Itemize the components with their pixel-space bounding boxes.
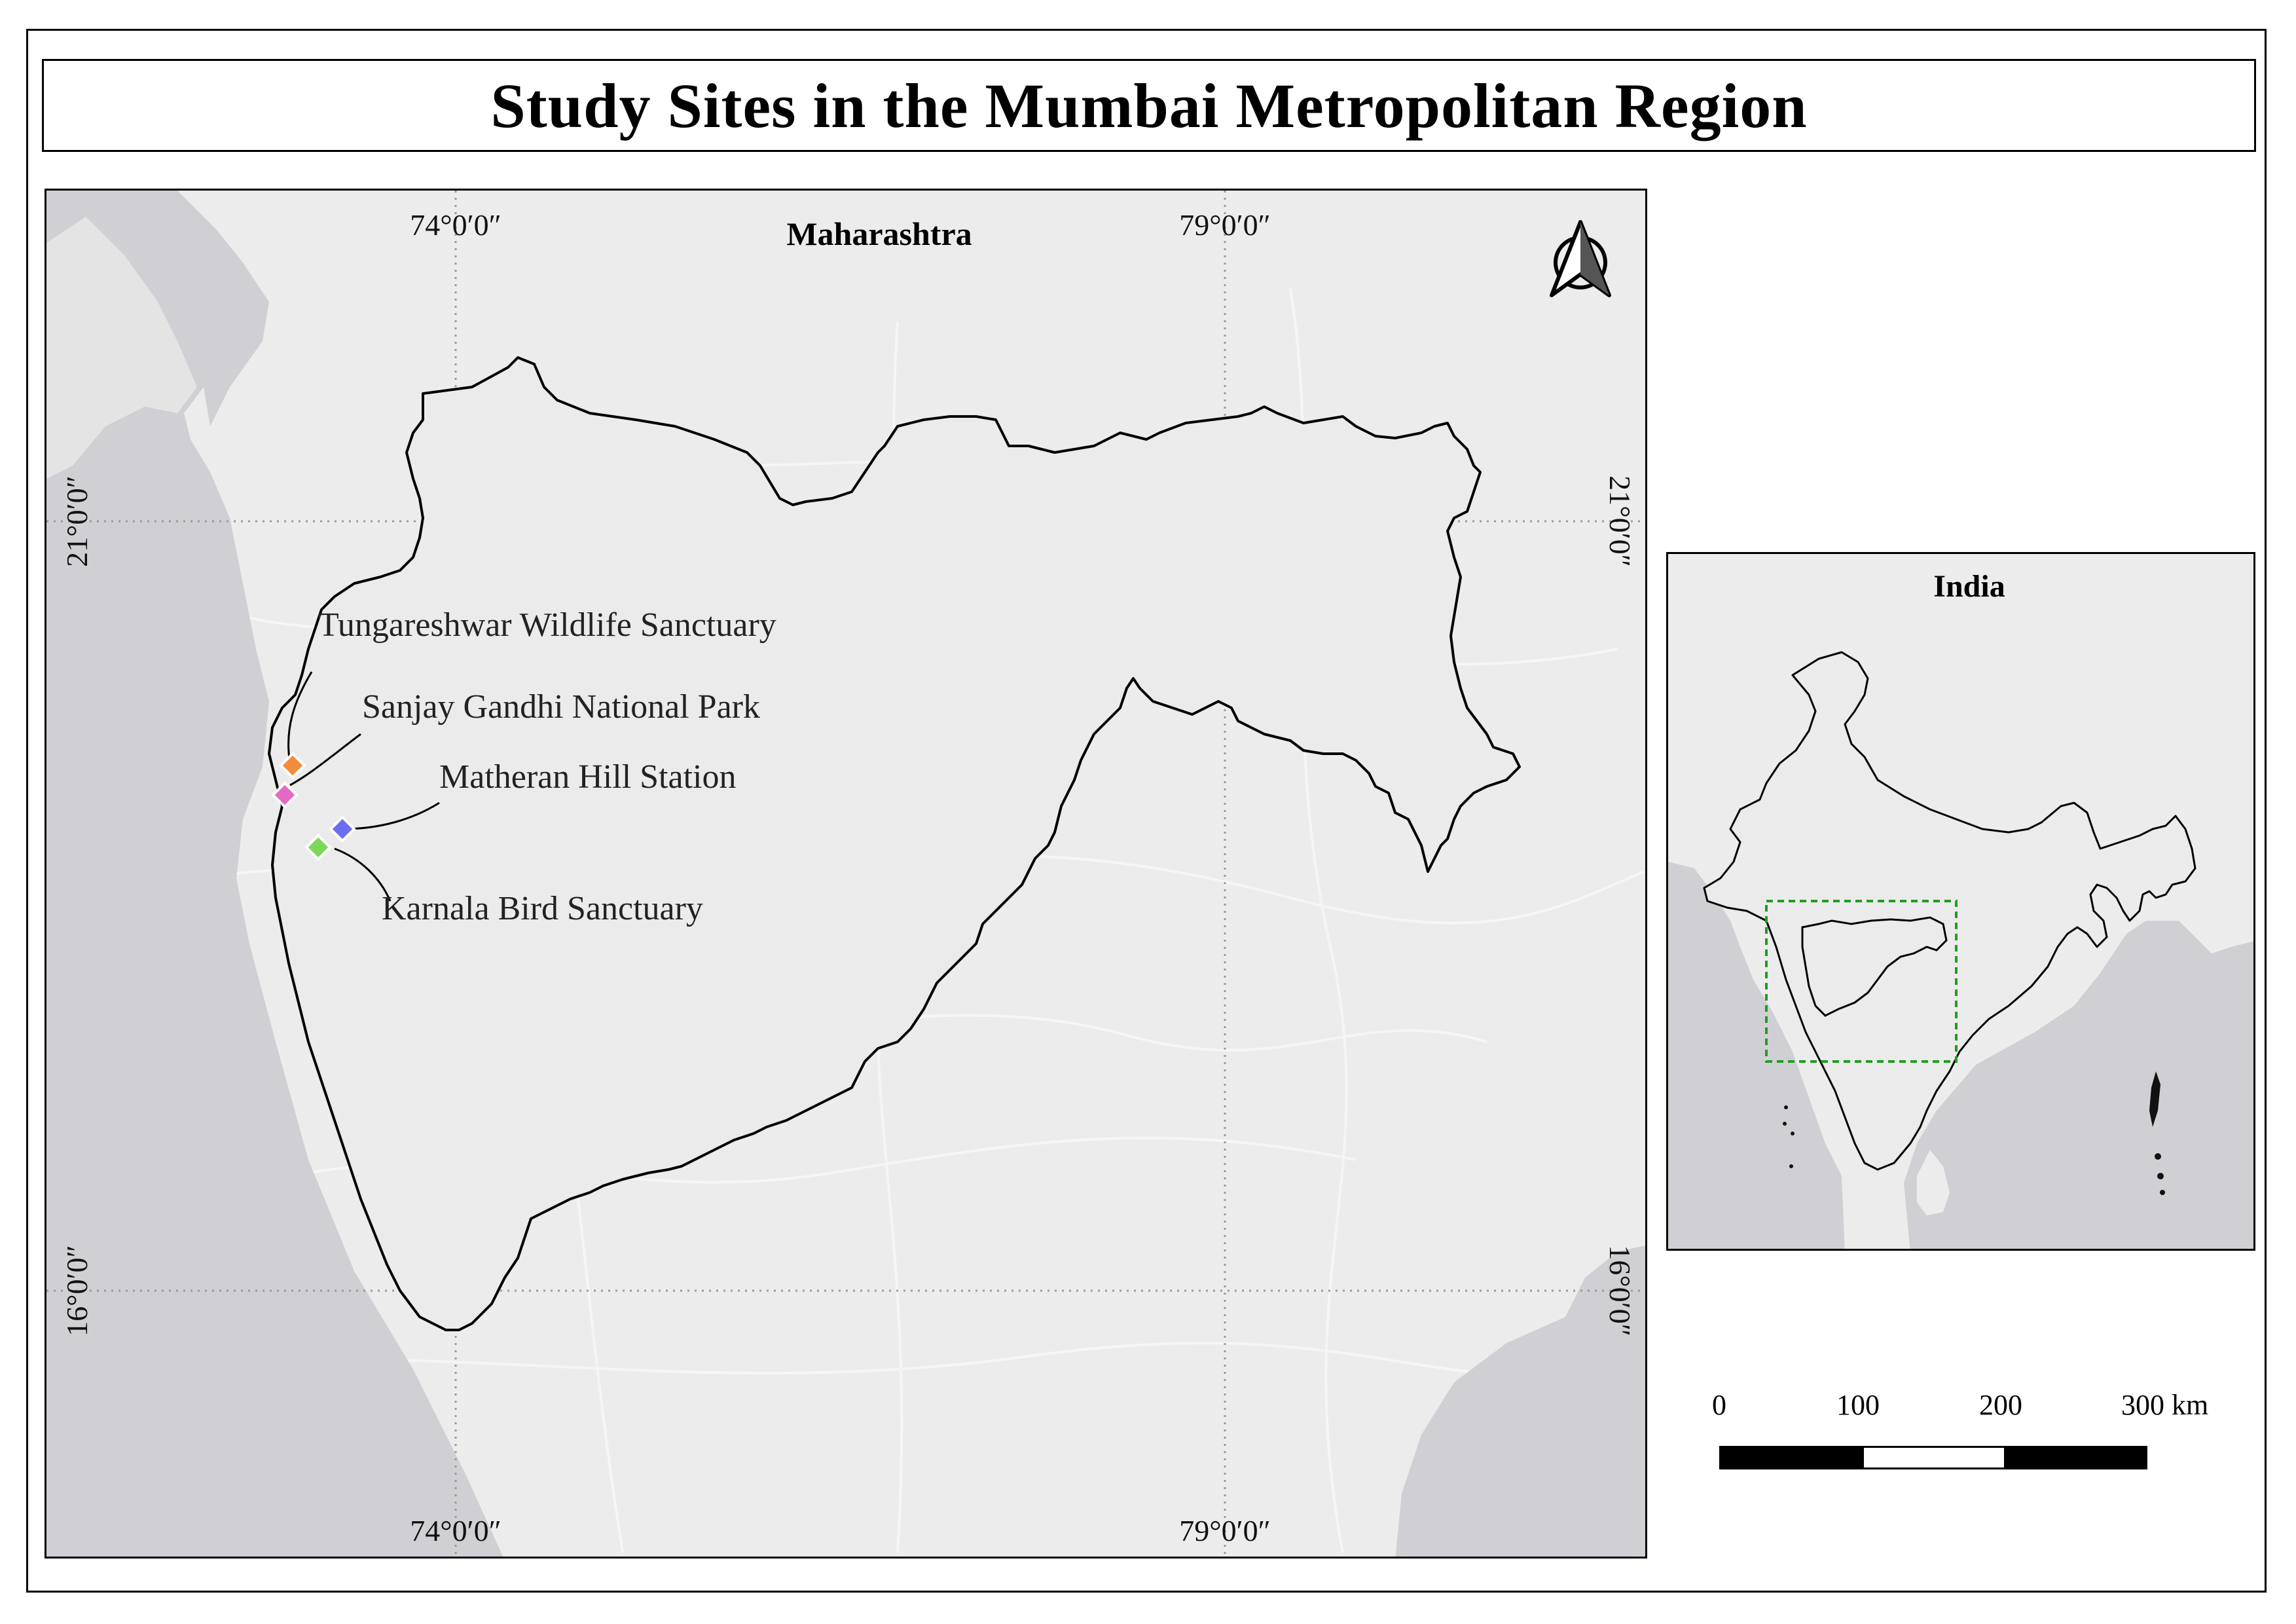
scale-segment-black-2 (2005, 1446, 2147, 1469)
site-markers (271, 752, 356, 861)
inset-arabian-sea (1668, 862, 1845, 1249)
main-map[interactable]: Tungareshwar Wildlife Sanctuary Sanjay G… (45, 189, 1647, 1559)
scale-bar: 0 100 200 300 km (1676, 1388, 2239, 1480)
title-box: Study Sites in the Mumbai Metropolitan R… (42, 59, 2256, 152)
site-marker-3[interactable] (329, 815, 356, 843)
lat-label-left-south: 16°0′0″ (60, 1245, 94, 1337)
lon-label-top-left: 74°0′0″ (410, 208, 501, 242)
region-label: Maharashtra (786, 215, 972, 252)
scale-label-100: 100 (1836, 1389, 1880, 1421)
site-label: Matheran Hill Station (439, 758, 736, 796)
inset-bay-of-bengal (1904, 921, 2253, 1249)
site-label: Karnala Bird Sanctuary (382, 890, 703, 927)
lat-label-right-south: 16°0′0″ (1603, 1245, 1637, 1337)
arabian-sea (46, 191, 503, 1557)
lat-label-right-north: 21°0′0″ (1603, 475, 1637, 567)
scale-segment-white (1862, 1446, 2006, 1469)
map-title: Study Sites in the Mumbai Metropolitan R… (490, 70, 1808, 141)
study-extent-box (1765, 900, 1958, 1063)
maharashtra-boundary (268, 356, 1521, 1331)
scale-segment-black-1 (1719, 1446, 1863, 1469)
north-arrow-icon (1550, 220, 1611, 297)
site-label: Sanjay Gandhi National Park (362, 688, 760, 726)
lon-label-top-right: 79°0′0″ (1179, 208, 1271, 242)
inset-title: India (1933, 569, 2005, 604)
site-marker-4[interactable] (304, 834, 332, 861)
scale-label-200: 200 (1979, 1389, 2022, 1421)
lat-label-left-north: 21°0′0″ (60, 475, 94, 567)
scale-label-300: 300 km (2121, 1389, 2209, 1421)
inset-islands (1783, 1071, 2165, 1195)
scale-label-0: 0 (1712, 1389, 1726, 1421)
saurashtra-land (46, 217, 197, 479)
site-marker-1[interactable] (279, 752, 306, 779)
page-frame (26, 29, 2267, 1593)
gulf-of-khambhat (73, 191, 269, 426)
india-boundary (1703, 651, 2196, 1171)
inset-sri-lanka (1917, 1150, 1950, 1215)
inset-map[interactable]: India (1666, 552, 2255, 1251)
lon-label-bottom-right: 79°0′0″ (1179, 1514, 1271, 1547)
bay-of-bengal (1395, 1246, 1645, 1557)
lon-label-bottom-left: 74°0′0″ (410, 1514, 501, 1547)
inset-maharashtra (1801, 916, 1948, 1017)
site-marker-2[interactable] (271, 781, 299, 809)
site-label: Tungareshwar Wildlife Sanctuary (318, 606, 776, 644)
